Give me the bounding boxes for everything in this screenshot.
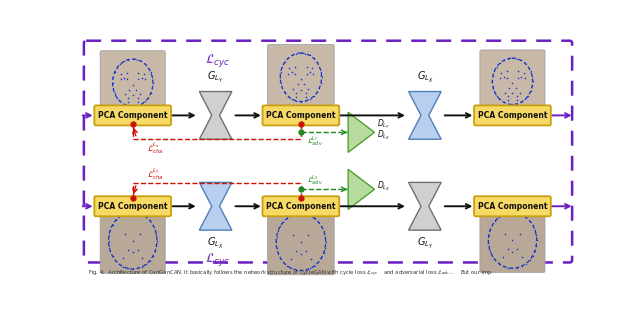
FancyBboxPatch shape bbox=[268, 203, 334, 275]
FancyBboxPatch shape bbox=[480, 50, 545, 119]
FancyBboxPatch shape bbox=[480, 202, 545, 273]
Text: $\mathcal{L}_{cyc}$: $\mathcal{L}_{cyc}$ bbox=[205, 52, 230, 69]
FancyBboxPatch shape bbox=[94, 196, 171, 216]
Polygon shape bbox=[199, 182, 232, 230]
Text: $D_{L_X}$: $D_{L_X}$ bbox=[377, 129, 390, 142]
FancyBboxPatch shape bbox=[94, 105, 171, 125]
FancyBboxPatch shape bbox=[262, 196, 339, 216]
FancyBboxPatch shape bbox=[474, 105, 551, 125]
Text: $G_{L_Y}$: $G_{L_Y}$ bbox=[417, 236, 433, 251]
Text: PCA Component: PCA Component bbox=[477, 111, 547, 120]
Text: PCA Component: PCA Component bbox=[266, 111, 335, 120]
Text: $D_{L_Y}$: $D_{L_Y}$ bbox=[377, 118, 390, 132]
FancyBboxPatch shape bbox=[100, 201, 165, 273]
Polygon shape bbox=[408, 92, 441, 139]
Text: $\mathcal{L}^{L_x}_{cha}$: $\mathcal{L}^{L_x}_{cha}$ bbox=[147, 140, 163, 156]
Polygon shape bbox=[348, 112, 374, 152]
FancyBboxPatch shape bbox=[262, 105, 339, 125]
Polygon shape bbox=[408, 182, 441, 230]
FancyBboxPatch shape bbox=[268, 44, 334, 117]
Text: Fig. 4.  Architecture of CariGanCAN. It basically follows the network structure : Fig. 4. Architecture of CariGanCAN. It b… bbox=[88, 268, 492, 279]
Text: $G_{L_Y}$: $G_{L_Y}$ bbox=[207, 69, 224, 84]
Text: $\mathcal{L}^{L_Y}_{adv}$: $\mathcal{L}^{L_Y}_{adv}$ bbox=[307, 135, 323, 148]
Text: PCA Component: PCA Component bbox=[98, 202, 168, 211]
Polygon shape bbox=[348, 169, 374, 209]
FancyBboxPatch shape bbox=[474, 196, 551, 216]
Text: $D_{L_X}$: $D_{L_X}$ bbox=[377, 180, 390, 193]
Polygon shape bbox=[199, 92, 232, 139]
Text: PCA Component: PCA Component bbox=[98, 111, 168, 120]
Text: $G_{L_X}$: $G_{L_X}$ bbox=[207, 236, 224, 251]
Text: $\mathcal{L}_{cyc}$: $\mathcal{L}_{cyc}$ bbox=[205, 251, 230, 268]
Text: PCA Component: PCA Component bbox=[266, 202, 335, 211]
FancyBboxPatch shape bbox=[100, 51, 165, 122]
Text: $\mathcal{L}^{L_X}_{adv}$: $\mathcal{L}^{L_X}_{adv}$ bbox=[307, 173, 323, 187]
Text: $G_{L_X}$: $G_{L_X}$ bbox=[417, 69, 433, 84]
Text: PCA Component: PCA Component bbox=[477, 202, 547, 211]
Text: $\mathcal{L}^{L_Y}_{cha}$: $\mathcal{L}^{L_Y}_{cha}$ bbox=[147, 166, 163, 182]
